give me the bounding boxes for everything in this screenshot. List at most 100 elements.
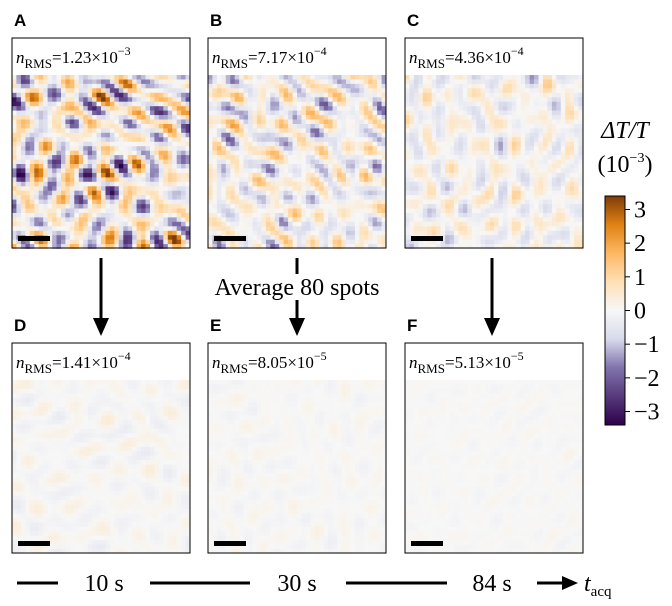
pixel	[507, 204, 512, 209]
pixel	[257, 97, 262, 102]
pixel	[556, 200, 561, 205]
pixel	[177, 102, 182, 107]
pixel	[405, 111, 410, 116]
pixel	[463, 88, 468, 93]
pixel	[123, 75, 128, 80]
pixel	[467, 160, 472, 165]
pixel	[297, 200, 302, 205]
pixel	[543, 88, 548, 93]
pixel	[168, 115, 173, 120]
pixel	[368, 106, 373, 111]
pixel	[409, 186, 414, 191]
pixel	[328, 93, 333, 98]
pixel	[350, 177, 355, 182]
pixel	[79, 200, 84, 205]
pixel	[346, 191, 351, 196]
pixel	[261, 182, 266, 187]
pixel	[512, 222, 517, 227]
pixel	[154, 231, 159, 236]
pixel	[137, 204, 142, 209]
pixel	[368, 173, 373, 178]
pixel	[279, 137, 284, 142]
pixel	[574, 160, 579, 165]
pixel	[284, 195, 289, 200]
pixel	[507, 160, 512, 165]
pixel	[119, 146, 124, 151]
pixel	[97, 142, 102, 147]
pixel	[377, 173, 382, 178]
pixel	[512, 88, 517, 93]
pixel	[65, 402, 70, 407]
pixel	[57, 195, 62, 200]
pixel	[454, 97, 459, 102]
pixel	[244, 182, 249, 187]
pixel	[279, 200, 284, 205]
pixel	[261, 222, 266, 227]
pixel	[132, 209, 137, 214]
pixel	[177, 393, 182, 398]
pixel	[137, 124, 142, 129]
pixel	[301, 226, 306, 231]
pixel	[221, 186, 226, 191]
pixel	[154, 111, 159, 116]
pixel	[97, 160, 102, 165]
pixel	[30, 186, 35, 191]
pixel	[16, 142, 21, 147]
pixel	[106, 168, 111, 173]
pixel	[159, 209, 164, 214]
pixel	[485, 173, 490, 178]
pixel	[498, 146, 503, 151]
pixel	[355, 93, 360, 98]
pixel	[556, 120, 561, 125]
pixel	[177, 120, 182, 125]
pixel	[25, 217, 30, 222]
pixel	[328, 191, 333, 196]
pixel	[97, 231, 102, 236]
pixel	[48, 200, 53, 205]
pixel	[208, 217, 213, 222]
pixel	[561, 217, 566, 222]
pixel	[244, 164, 249, 169]
pixel	[288, 195, 293, 200]
pixel	[110, 182, 115, 187]
pixel	[79, 97, 84, 102]
pixel	[368, 155, 373, 160]
pixel	[436, 106, 441, 111]
pixel	[409, 195, 414, 200]
pixel	[123, 213, 128, 218]
pixel	[418, 173, 423, 178]
pixel	[310, 151, 315, 156]
pixel	[217, 124, 222, 129]
pixel	[92, 146, 97, 151]
pixel	[427, 124, 432, 129]
pixel	[552, 151, 557, 156]
pixel	[168, 402, 173, 407]
pixel	[146, 393, 151, 398]
pixel	[119, 115, 124, 120]
pixel	[359, 240, 364, 245]
pixel	[181, 151, 186, 156]
pixel	[297, 142, 302, 147]
pixel	[476, 164, 481, 169]
pixel	[65, 124, 70, 129]
pixel	[346, 128, 351, 133]
pixel	[177, 384, 182, 389]
pixel	[525, 191, 530, 196]
pixel	[319, 200, 324, 205]
pixel	[310, 231, 315, 236]
pixel	[74, 384, 79, 389]
pixel	[128, 231, 133, 236]
pixel	[172, 106, 177, 111]
pixel	[301, 124, 306, 129]
pixel	[418, 133, 423, 138]
pixel	[61, 213, 66, 218]
pixel	[346, 142, 351, 147]
pixel	[61, 217, 66, 222]
pixel	[512, 128, 517, 133]
pixel	[79, 217, 84, 222]
pixel	[570, 124, 575, 129]
pixel	[350, 84, 355, 89]
pixel	[128, 200, 133, 205]
pixel	[150, 209, 155, 214]
pixel	[485, 177, 490, 182]
